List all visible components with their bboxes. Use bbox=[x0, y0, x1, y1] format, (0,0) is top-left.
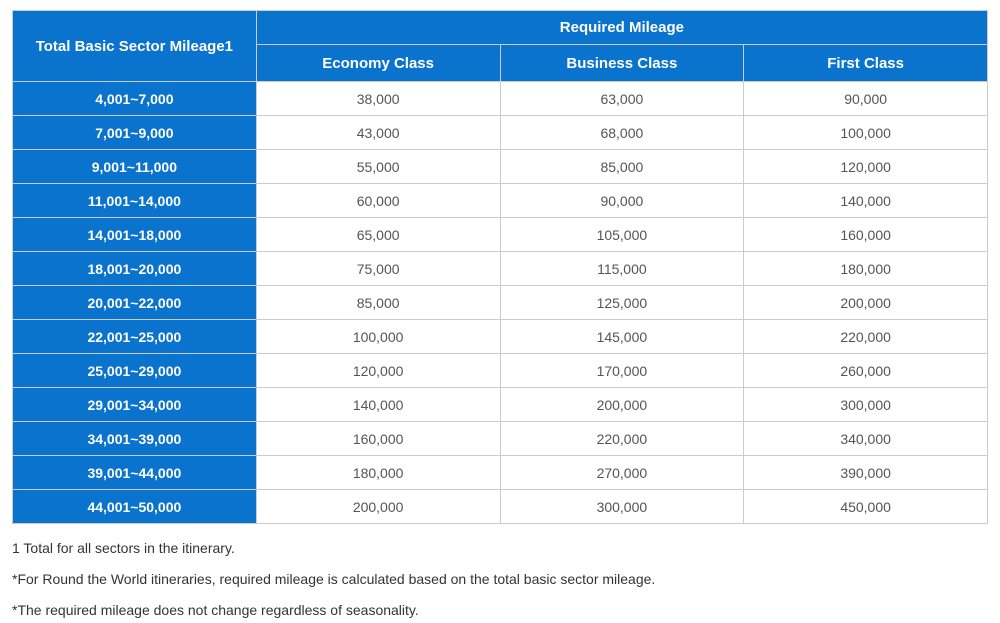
table-row: 39,001~44,000 180,000 270,000 390,000 bbox=[12, 455, 988, 490]
table-row: 9,001~11,000 55,000 85,000 120,000 bbox=[12, 149, 988, 184]
sector-mileage-range-cell: 11,001~14,000 bbox=[12, 183, 257, 218]
sector-mileage-range-cell: 14,001~18,000 bbox=[12, 217, 257, 252]
business-value-cell: 270,000 bbox=[499, 455, 745, 490]
business-value-cell: 85,000 bbox=[499, 149, 745, 184]
economy-value-cell: 200,000 bbox=[255, 489, 501, 524]
economy-value-cell: 180,000 bbox=[255, 455, 501, 490]
economy-value-cell: 140,000 bbox=[255, 387, 501, 422]
business-value-cell: 200,000 bbox=[499, 387, 745, 422]
table-row: 34,001~39,000 160,000 220,000 340,000 bbox=[12, 421, 988, 456]
table-row: 44,001~50,000 200,000 300,000 450,000 bbox=[12, 489, 988, 524]
first-value-cell: 220,000 bbox=[743, 319, 988, 354]
first-value-cell: 90,000 bbox=[743, 81, 988, 116]
first-value-cell: 300,000 bbox=[743, 387, 988, 422]
footnote-round-the-world: *For Round the World itineraries, requir… bbox=[12, 570, 656, 587]
table-row: 25,001~29,000 120,000 170,000 260,000 bbox=[12, 353, 988, 388]
business-value-cell: 220,000 bbox=[499, 421, 745, 456]
footnotes: 1 Total for all sectors in the itinerary… bbox=[12, 524, 988, 618]
first-value-cell: 450,000 bbox=[743, 489, 988, 524]
sector-mileage-range-cell: 22,001~25,000 bbox=[12, 319, 257, 354]
table-row: 18,001~20,000 75,000 115,000 180,000 bbox=[12, 251, 988, 286]
sector-mileage-range-cell: 9,001~11,000 bbox=[12, 149, 257, 184]
economy-value-cell: 60,000 bbox=[255, 183, 501, 218]
economy-value-cell: 100,000 bbox=[255, 319, 501, 354]
sector-mileage-range-cell: 25,001~29,000 bbox=[12, 353, 257, 388]
table-header: Total Basic Sector Mileage1 Required Mil… bbox=[12, 10, 989, 82]
table-row: 7,001~9,000 43,000 68,000 100,000 bbox=[12, 115, 988, 150]
table-row: 22,001~25,000 100,000 145,000 220,000 bbox=[12, 319, 988, 354]
table-row: 4,001~7,000 38,000 63,000 90,000 bbox=[12, 81, 988, 116]
column-header-economy-class: Economy Class bbox=[255, 44, 501, 82]
sector-mileage-range-cell: 20,001~22,000 bbox=[12, 285, 257, 320]
first-value-cell: 100,000 bbox=[743, 115, 988, 150]
sector-mileage-range-cell: 29,001~34,000 bbox=[12, 387, 257, 422]
sector-mileage-range-cell: 18,001~20,000 bbox=[12, 251, 257, 286]
sector-mileage-range-cell: 4,001~7,000 bbox=[12, 81, 257, 116]
first-value-cell: 260,000 bbox=[743, 353, 988, 388]
first-value-cell: 180,000 bbox=[743, 251, 988, 286]
economy-value-cell: 120,000 bbox=[255, 353, 501, 388]
business-value-cell: 63,000 bbox=[499, 81, 745, 116]
sector-mileage-range-cell: 7,001~9,000 bbox=[12, 115, 257, 150]
economy-value-cell: 160,000 bbox=[255, 421, 501, 456]
economy-value-cell: 43,000 bbox=[255, 115, 501, 150]
economy-value-cell: 75,000 bbox=[255, 251, 501, 286]
table-row: 14,001~18,000 65,000 105,000 160,000 bbox=[12, 217, 988, 252]
first-value-cell: 200,000 bbox=[743, 285, 988, 320]
business-value-cell: 68,000 bbox=[499, 115, 745, 150]
first-value-cell: 140,000 bbox=[743, 183, 988, 218]
first-value-cell: 120,000 bbox=[743, 149, 988, 184]
table-row: 11,001~14,000 60,000 90,000 140,000 bbox=[12, 183, 988, 218]
business-value-cell: 90,000 bbox=[499, 183, 745, 218]
first-value-cell: 340,000 bbox=[743, 421, 988, 456]
row-header-total-basic-sector-mileage: Total Basic Sector Mileage1 bbox=[12, 10, 257, 82]
table-row: 29,001~34,000 140,000 200,000 300,000 bbox=[12, 387, 988, 422]
economy-value-cell: 85,000 bbox=[255, 285, 501, 320]
business-value-cell: 145,000 bbox=[499, 319, 745, 354]
table-row: 20,001~22,000 85,000 125,000 200,000 bbox=[12, 285, 988, 320]
economy-value-cell: 38,000 bbox=[255, 81, 501, 116]
group-header-required-mileage: Required Mileage bbox=[255, 10, 989, 45]
table-body: 4,001~7,000 38,000 63,000 90,000 7,001~9… bbox=[12, 81, 988, 524]
column-header-first-class: First Class bbox=[743, 44, 988, 82]
footnote-sector-total: 1 Total for all sectors in the itinerary… bbox=[12, 540, 235, 556]
economy-value-cell: 65,000 bbox=[255, 217, 501, 252]
first-value-cell: 160,000 bbox=[743, 217, 988, 252]
business-value-cell: 115,000 bbox=[499, 251, 745, 286]
footnote-seasonality: *The required mileage does not change re… bbox=[12, 601, 419, 618]
sector-mileage-range-cell: 34,001~39,000 bbox=[12, 421, 257, 456]
business-value-cell: 300,000 bbox=[499, 489, 745, 524]
sector-mileage-range-cell: 39,001~44,000 bbox=[12, 455, 257, 490]
economy-value-cell: 55,000 bbox=[255, 149, 501, 184]
business-value-cell: 170,000 bbox=[499, 353, 745, 388]
business-value-cell: 105,000 bbox=[499, 217, 745, 252]
sector-mileage-range-cell: 44,001~50,000 bbox=[12, 489, 257, 524]
first-value-cell: 390,000 bbox=[743, 455, 988, 490]
business-value-cell: 125,000 bbox=[499, 285, 745, 320]
required-mileage-table: Total Basic Sector Mileage1 Required Mil… bbox=[12, 10, 989, 524]
column-header-business-class: Business Class bbox=[499, 44, 745, 82]
